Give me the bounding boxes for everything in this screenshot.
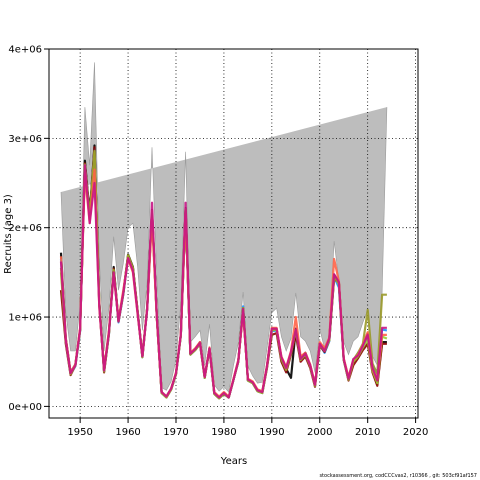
plot-frame [48,48,419,419]
x-tick-label-1: 1960 [115,427,140,438]
series-layer [59,144,388,400]
y-tick-label-0: 0e+00 [8,402,42,413]
x-tick-label-5: 2000 [307,427,332,438]
x-tick-label-7: 2020 [403,427,428,438]
y-tick-label-2: 2e+06 [8,223,42,234]
y-axis: 0e+00 1e+06 2e+06 3e+06 4e+06 [8,45,49,413]
x-tick-label-6: 2010 [355,427,380,438]
x-tick-label-4: 1990 [259,427,284,438]
x-axis: 1950 1960 1970 1980 1990 2000 2010 2020 [67,418,428,438]
y-tick-label-4: 4e+06 [8,45,42,56]
footer-credit: stockassessment.org, codCCCvas2, r10366 … [319,473,477,479]
y-axis-label: Recruits (age 3) [3,194,14,274]
y-tick-label-3: 3e+06 [8,134,42,145]
x-tick-label-3: 1980 [211,427,236,438]
x-axis-label: Years [220,456,247,467]
y-tick-label-1: 1e+06 [8,313,42,324]
x-tick-label-0: 1950 [67,427,92,438]
x-tick-label-2: 1970 [163,427,188,438]
series-line-6 [59,164,387,399]
